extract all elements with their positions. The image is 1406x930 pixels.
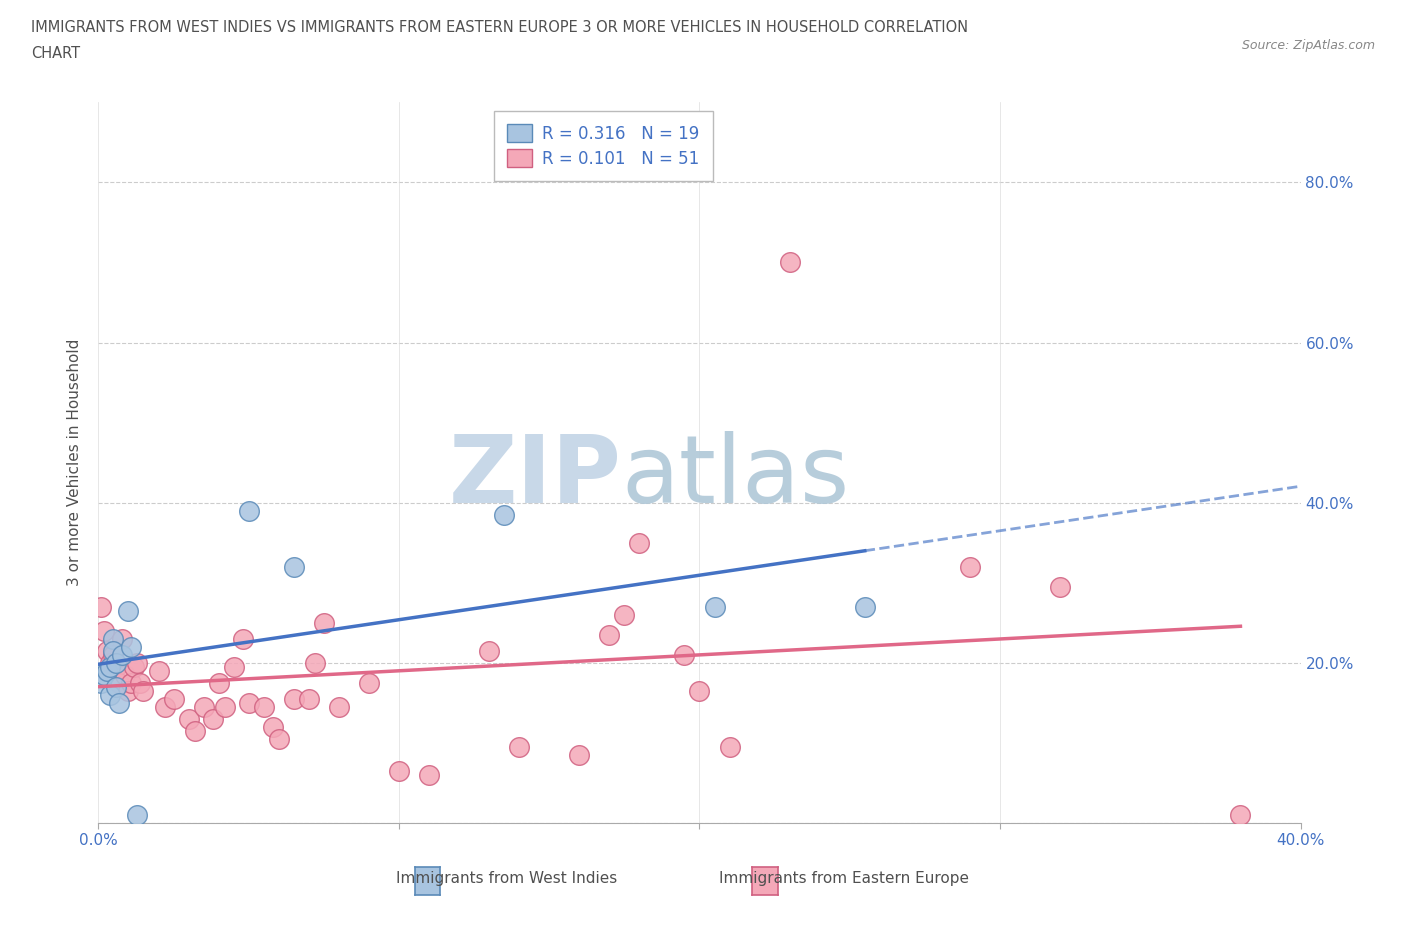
Point — [100, 659, 122, 674]
Point — [105, 680, 128, 695]
Point — [117, 684, 139, 698]
Point — [238, 696, 260, 711]
Point — [111, 631, 134, 646]
Point — [508, 739, 530, 754]
Text: CHART: CHART — [31, 46, 80, 61]
Point — [568, 748, 591, 763]
Point — [148, 663, 170, 678]
Point — [208, 675, 231, 690]
Point — [96, 663, 118, 678]
Point — [177, 711, 200, 726]
Point — [117, 604, 139, 618]
Point — [1229, 807, 1251, 822]
Point — [357, 675, 380, 690]
Point — [703, 600, 725, 615]
Point — [388, 764, 411, 778]
Point — [153, 699, 176, 714]
Point — [105, 656, 128, 671]
Point — [103, 631, 125, 646]
Point — [853, 600, 876, 615]
Point — [93, 668, 115, 683]
Point — [718, 739, 741, 754]
Point — [93, 623, 115, 638]
Point — [108, 675, 131, 690]
Point — [108, 696, 131, 711]
Point — [105, 659, 128, 674]
Point — [262, 720, 284, 735]
Point — [103, 644, 125, 658]
Point — [114, 668, 136, 683]
Point — [132, 684, 155, 698]
Point — [127, 656, 149, 671]
Point — [328, 699, 350, 714]
Point — [96, 644, 118, 658]
Point — [283, 692, 305, 707]
Point — [111, 647, 134, 662]
Point — [613, 607, 636, 622]
Point — [959, 559, 981, 574]
Point — [283, 559, 305, 574]
Point — [232, 631, 254, 646]
Point — [100, 656, 122, 671]
Point — [689, 684, 711, 698]
Point — [121, 640, 143, 655]
Point — [90, 600, 112, 615]
Point — [298, 692, 321, 707]
Legend: R = 0.316   N = 19, R = 0.101   N = 51: R = 0.316 N = 19, R = 0.101 N = 51 — [494, 111, 713, 181]
Point — [162, 692, 184, 707]
Point — [214, 699, 236, 714]
Point — [121, 675, 143, 690]
Point — [478, 644, 501, 658]
Point — [100, 687, 122, 702]
Point — [222, 659, 245, 674]
Point — [494, 507, 516, 522]
Point — [201, 711, 224, 726]
Point — [312, 616, 335, 631]
Text: ZIP: ZIP — [449, 432, 621, 523]
Y-axis label: 3 or more Vehicles in Household: 3 or more Vehicles in Household — [67, 339, 83, 586]
Point — [238, 503, 260, 518]
Point — [267, 732, 290, 747]
Text: Immigrants from Eastern Europe: Immigrants from Eastern Europe — [718, 871, 969, 886]
Text: atlas: atlas — [621, 432, 849, 523]
Point — [129, 675, 152, 690]
Point — [1049, 579, 1071, 594]
Point — [598, 628, 620, 643]
Text: Source: ZipAtlas.com: Source: ZipAtlas.com — [1241, 39, 1375, 52]
Point — [673, 647, 696, 662]
Point — [418, 767, 440, 782]
Point — [193, 699, 215, 714]
Point — [124, 659, 146, 674]
Point — [628, 536, 651, 551]
Point — [304, 656, 326, 671]
Point — [90, 675, 112, 690]
Point — [779, 255, 801, 270]
Text: Immigrants from West Indies: Immigrants from West Indies — [395, 871, 617, 886]
Text: IMMIGRANTS FROM WEST INDIES VS IMMIGRANTS FROM EASTERN EUROPE 3 OR MORE VEHICLES: IMMIGRANTS FROM WEST INDIES VS IMMIGRANT… — [31, 20, 969, 35]
Point — [103, 647, 125, 662]
Point — [127, 807, 149, 822]
Point — [183, 724, 205, 738]
Point — [253, 699, 276, 714]
